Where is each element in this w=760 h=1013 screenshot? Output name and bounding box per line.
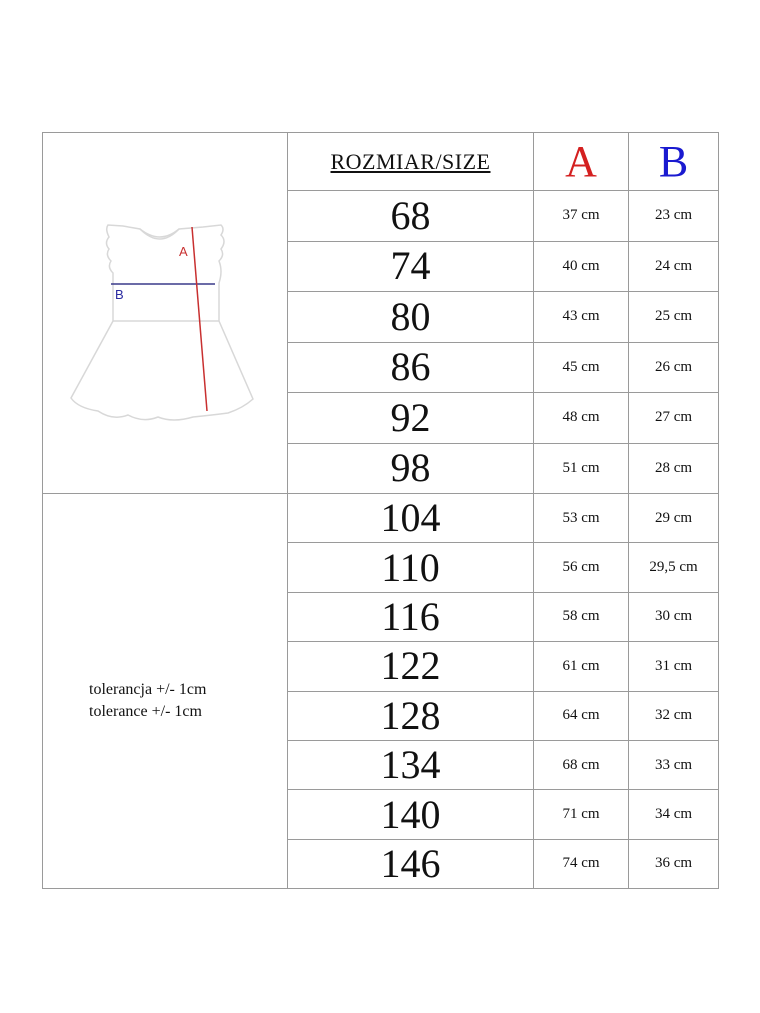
size-chart-table: A B ROZMIAR/SIZE A B 68 37 cm 23 cm 74 40 cm… <box>42 131 719 890</box>
table-row: 68 37 cm 23 cm <box>43 190 719 242</box>
b-measure-cell: 30 cm <box>628 591 719 643</box>
a-measure-cell: 64 cm <box>533 690 629 741</box>
a-measure-cell: 51 cm <box>533 442 629 494</box>
size-cell: 110 <box>287 542 534 593</box>
size-cell: 140 <box>287 789 534 840</box>
table-row: 98 51 cm 28 cm <box>43 442 719 494</box>
size-cell: 74 <box>287 240 534 293</box>
size-column-header: ROZMIAR/SIZE <box>287 131 534 192</box>
table-row: 110 56 cm 29,5 cm <box>43 542 719 593</box>
b-measure-cell: 27 cm <box>628 392 719 444</box>
size-cell: 86 <box>287 341 534 394</box>
a-measure-cell: 71 cm <box>533 789 629 840</box>
b-measure-cell: 31 cm <box>628 641 719 692</box>
size-cell: 128 <box>287 690 534 741</box>
tolerance-pl: tolerancja +/- 1cm <box>89 681 207 699</box>
size-cell: 116 <box>287 591 534 643</box>
size-cell: 92 <box>287 392 534 444</box>
b-column-header: B <box>628 131 719 192</box>
a-measure-cell: 45 cm <box>533 341 629 394</box>
table-row: 92 48 cm 27 cm <box>43 392 719 444</box>
table-row: 134 68 cm 33 cm <box>43 739 719 791</box>
size-cell: 80 <box>287 291 534 343</box>
dress-diagram-icon: A B <box>70 224 254 421</box>
b-measure-cell: 36 cm <box>628 838 719 890</box>
size-cell: 122 <box>287 641 534 692</box>
size-cell: 134 <box>287 739 534 791</box>
a-measure-cell: 61 cm <box>533 641 629 692</box>
b-measure-cell: 26 cm <box>628 341 719 394</box>
table-row: 128 64 cm 32 cm <box>43 690 719 741</box>
table-row: 146 74 cm 36 cm <box>43 838 719 890</box>
header-row: A B ROZMIAR/SIZE A B <box>42 131 719 494</box>
size-cell: 68 <box>287 190 534 242</box>
a-measure-cell: 40 cm <box>533 240 629 293</box>
b-measure-cell: 24 cm <box>628 240 719 293</box>
a-column-header: A <box>533 131 629 192</box>
table-row: 86 45 cm 26 cm <box>43 341 719 394</box>
illustration-cell: A B <box>42 132 288 494</box>
size-cell: 104 <box>287 492 534 544</box>
size-cell: 146 <box>287 838 534 890</box>
a-measure-cell: 37 cm <box>533 190 629 242</box>
table-row: tolerancja +/- 1cm tolerance +/- 1cm 104 53… <box>42 492 719 890</box>
a-measure-cell: 58 cm <box>533 591 629 643</box>
size-cell: 98 <box>287 442 534 494</box>
table-row: 116 58 cm 30 cm <box>43 591 719 643</box>
a-measure-cell: 68 cm <box>533 739 629 791</box>
b-marker: B <box>115 287 124 302</box>
b-measure-cell: 29,5 cm <box>628 542 719 593</box>
b-measure-cell: 25 cm <box>628 291 719 343</box>
table-row: 74 40 cm 24 cm <box>43 240 719 293</box>
b-measure-cell: 34 cm <box>628 789 719 840</box>
a-measure-cell: 48 cm <box>533 392 629 444</box>
b-measure-cell: 23 cm <box>628 190 719 242</box>
tolerance-note: tolerancja +/- 1cm tolerance +/- 1cm <box>42 492 288 890</box>
a-measure-cell: 43 cm <box>533 291 629 343</box>
b-measure-cell: 33 cm <box>628 739 719 791</box>
tolerance-en: tolerance +/- 1cm <box>89 703 202 721</box>
a-measure-cell: 56 cm <box>533 542 629 593</box>
a-marker: A <box>179 244 188 259</box>
b-measure-cell: 29 cm <box>628 492 719 544</box>
table-row: 140 71 cm 34 cm <box>43 789 719 840</box>
b-measure-cell: 32 cm <box>628 690 719 741</box>
b-measure-cell: 28 cm <box>628 442 719 494</box>
table-row: 80 43 cm 25 cm <box>43 291 719 343</box>
a-measure-cell: 74 cm <box>533 838 629 890</box>
a-measure-cell: 53 cm <box>533 492 629 544</box>
